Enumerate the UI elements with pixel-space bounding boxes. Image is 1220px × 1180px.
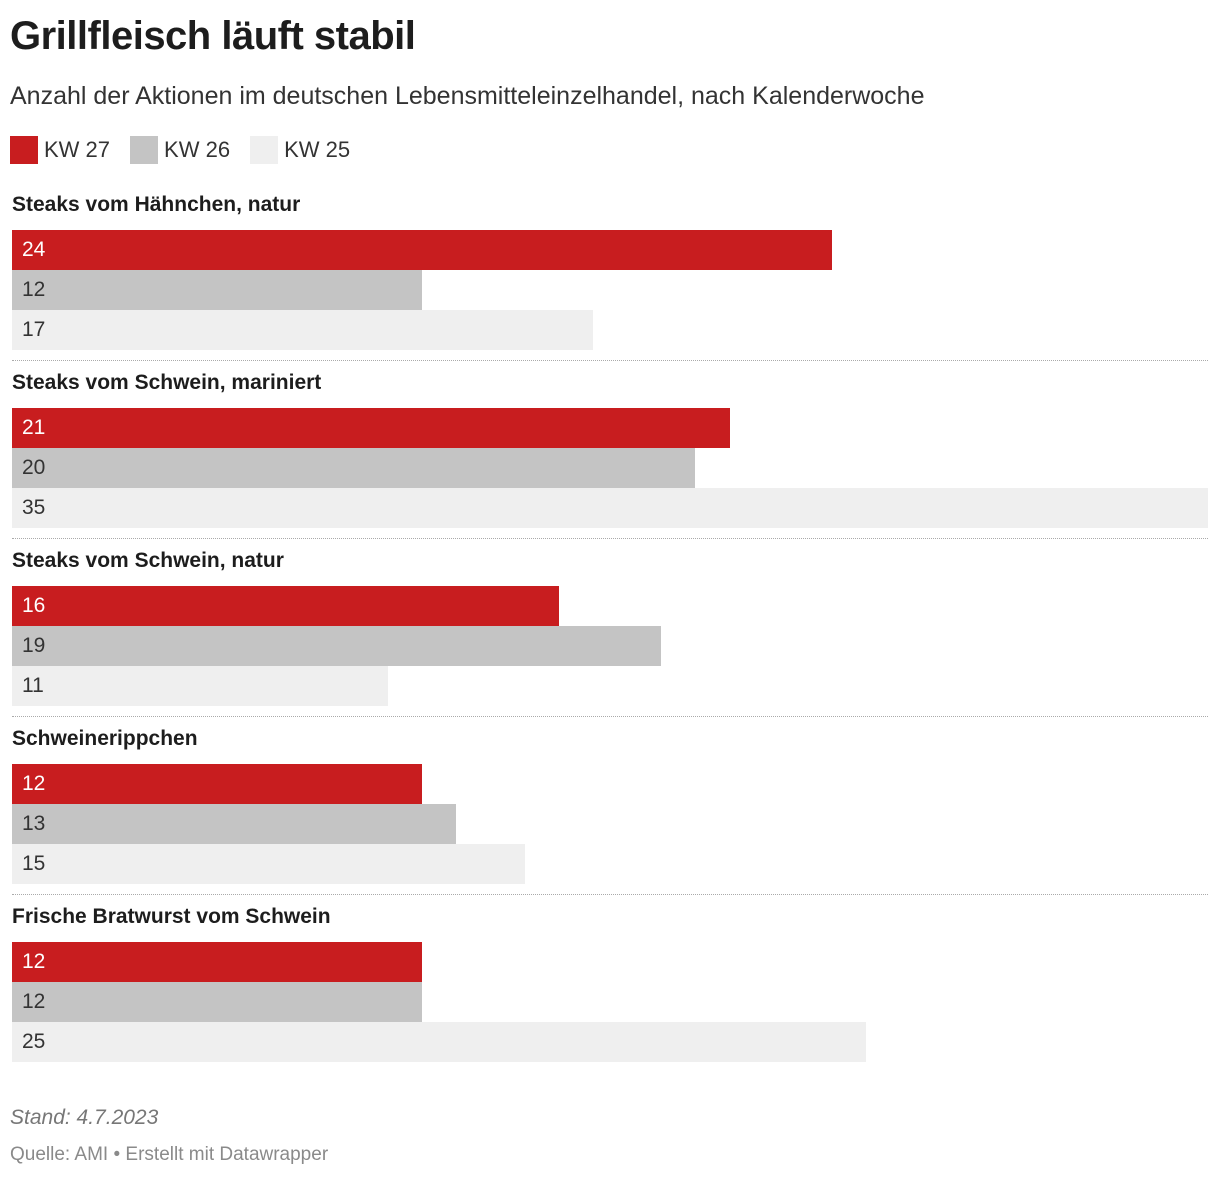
chart-title: Grillfleisch läuft stabil [10,14,416,58]
category-group: Steaks vom Hähnchen, natur 24 12 17 [12,190,1208,368]
legend: KW 27 KW 26 KW 25 [10,136,370,164]
category-group: Schweinerippchen 12 13 15 [12,724,1208,902]
bar: 24 [12,230,832,270]
bar: 25 [12,1022,866,1062]
bar-value-label: 12 [22,772,46,795]
bar-value-label: 19 [22,634,46,657]
bar: 12 [12,942,422,982]
legend-swatch-kw26 [130,136,159,164]
bar-value-label: 12 [22,990,46,1013]
legend-item-kw27: KW 27 [10,136,110,164]
bar-value-label: 21 [22,416,46,439]
bar: 12 [12,982,422,1022]
bar: 15 [12,844,525,884]
bar: 12 [12,764,422,804]
bar-value-label: 12 [22,950,46,973]
bar-value-label: 25 [22,1030,46,1053]
bar: 19 [12,626,661,666]
legend-label-kw25: KW 25 [284,137,351,162]
bar-value-label: 24 [22,238,46,261]
legend-item-kw25: KW 25 [250,136,350,164]
category-group: Steaks vom Schwein, mariniert 21 20 35 [12,368,1208,546]
bar-value-label: 12 [22,278,46,301]
legend-label-kw26: KW 26 [164,137,231,162]
bar: 11 [12,666,388,706]
category-group: Frische Bratwurst vom Schwein 12 12 25 [12,902,1208,1080]
bar-value-label: 16 [22,594,46,617]
chart-subtitle: Anzahl der Aktionen im deutschen Lebensm… [10,82,925,110]
bar-value-label: 17 [22,318,46,341]
category-label: Frische Bratwurst vom Schwein [12,905,331,928]
bar-value-label: 20 [22,456,46,479]
bar: 12 [12,270,422,310]
bar: 35 [12,488,1208,528]
date-note: Stand: 4.7.2023 [10,1106,159,1129]
bar: 16 [12,586,559,626]
group-divider [12,716,1208,717]
group-divider [12,894,1208,895]
bar: 13 [12,804,456,844]
group-divider [12,360,1208,361]
bar-value-label: 15 [22,852,46,875]
bar: 21 [12,408,730,448]
bar: 20 [12,448,695,488]
category-group: Steaks vom Schwein, natur 16 19 11 [12,546,1208,724]
category-label: Steaks vom Schwein, mariniert [12,371,322,394]
bar-value-label: 11 [22,674,44,697]
source-note: Quelle: AMI • Erstellt mit Datawrapper [10,1144,329,1165]
legend-swatch-kw25 [250,136,279,164]
legend-swatch-kw27 [10,136,38,164]
legend-label-kw27: KW 27 [44,137,111,162]
bar: 17 [12,310,593,350]
bar-value-label: 13 [22,812,46,835]
bar-value-label: 35 [22,496,46,519]
category-label: Steaks vom Schwein, natur [12,549,284,572]
legend-item-kw26: KW 26 [130,136,230,164]
group-divider [12,538,1208,539]
category-label: Steaks vom Hähnchen, natur [12,193,301,216]
bar-chart: Steaks vom Hähnchen, natur 24 12 17 Steaks v… [12,190,1208,1080]
category-label: Schweinerippchen [12,727,198,750]
